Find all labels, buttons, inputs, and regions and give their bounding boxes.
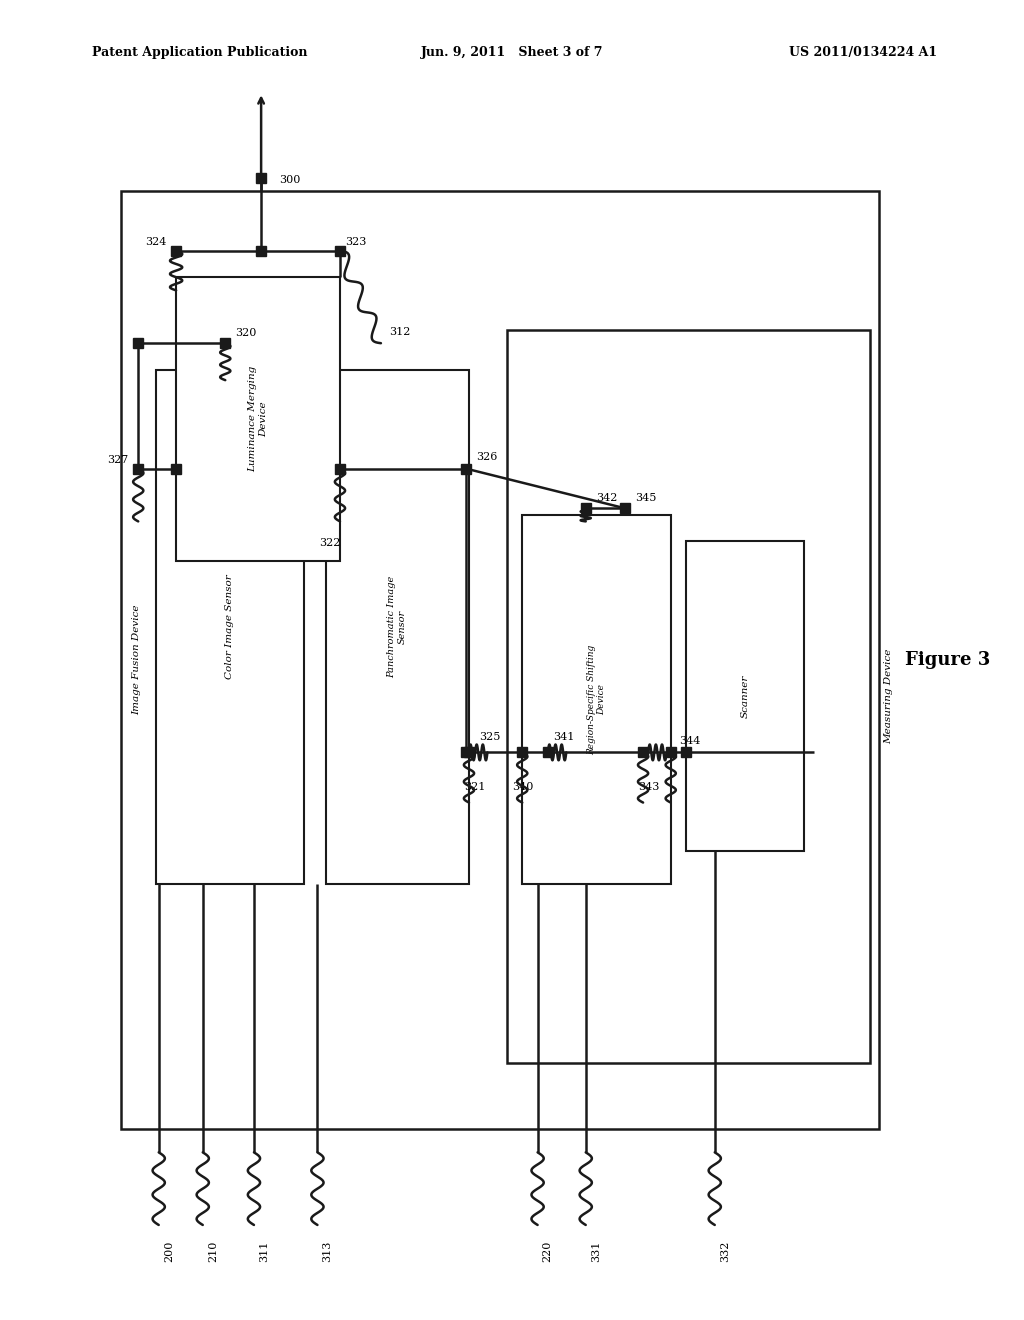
Text: 321: 321 [464,781,485,792]
Text: Patent Application Publication: Patent Application Publication [92,46,307,59]
Text: Luminance Merging
Device: Luminance Merging Device [249,366,267,473]
Text: 311: 311 [259,1241,269,1262]
Text: Panchromatic Image
Sensor: Panchromatic Image Sensor [388,576,407,678]
Text: Color Image Sensor: Color Image Sensor [225,574,234,680]
Text: Image Fusion Device: Image Fusion Device [132,605,140,715]
Text: 331: 331 [591,1241,601,1262]
Text: 320: 320 [236,327,257,338]
Text: Region-Specific Shifting
Device: Region-Specific Shifting Device [587,644,606,755]
Text: 322: 322 [319,537,341,548]
Text: 313: 313 [323,1241,333,1262]
Text: Figure 3: Figure 3 [904,651,990,669]
Text: 326: 326 [476,451,498,462]
Text: US 2011/0134224 A1: US 2011/0134224 A1 [788,46,937,59]
Bar [156,370,304,884]
Text: 342: 342 [596,492,617,503]
Text: 340: 340 [512,781,534,792]
Text: 341: 341 [553,731,574,742]
Text: 210: 210 [208,1241,218,1262]
Bar [121,191,879,1129]
Text: 343: 343 [638,781,659,792]
Text: Jun. 9, 2011   Sheet 3 of 7: Jun. 9, 2011 Sheet 3 of 7 [421,46,603,59]
Text: 220: 220 [543,1241,553,1262]
Bar [686,541,804,851]
Bar [176,277,340,561]
Bar [522,515,671,884]
Text: 344: 344 [679,735,700,746]
Text: 332: 332 [720,1241,730,1262]
Text: Measuring Device: Measuring Device [885,648,893,744]
Text: 323: 323 [345,236,367,247]
Text: 200: 200 [164,1241,174,1262]
Text: 312: 312 [389,326,411,337]
Text: 300: 300 [280,174,301,185]
Text: 327: 327 [108,454,129,465]
Bar [326,370,469,884]
Text: 325: 325 [479,731,501,742]
Text: Scanner: Scanner [740,675,750,718]
Text: 324: 324 [145,236,167,247]
Text: 345: 345 [635,492,656,503]
Bar [507,330,870,1063]
